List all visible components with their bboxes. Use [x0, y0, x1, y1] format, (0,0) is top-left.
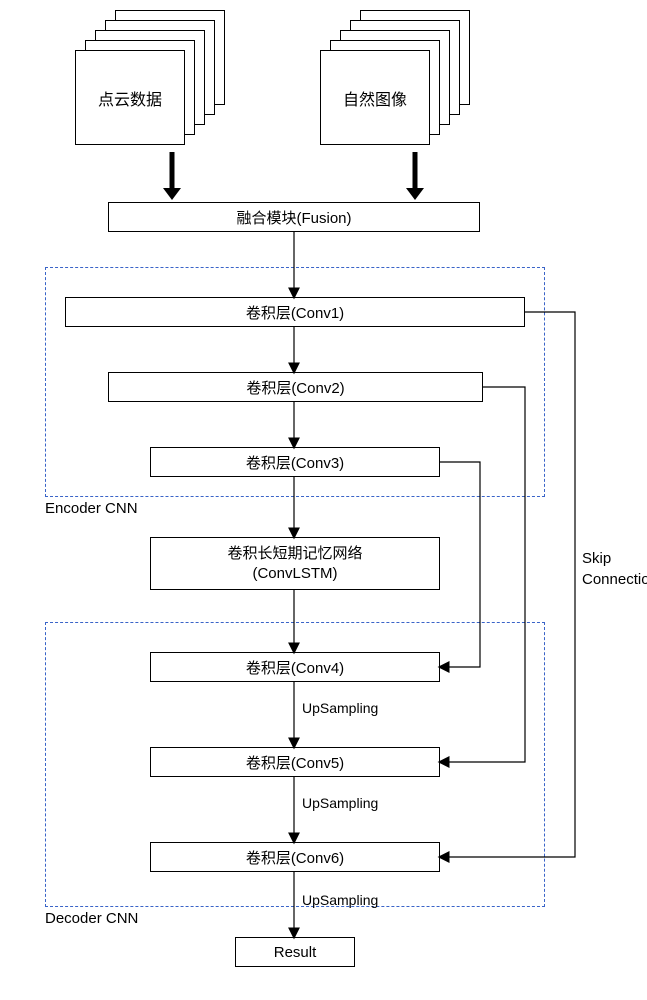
conv5-label: 卷积层(Conv5)	[246, 752, 344, 773]
upsample-label-2: UpSampling	[302, 795, 378, 811]
conv4-label: 卷积层(Conv4)	[246, 657, 344, 678]
conv6-node: 卷积层(Conv6)	[150, 842, 440, 872]
conv1-node: 卷积层(Conv1)	[65, 297, 525, 327]
conv3-label: 卷积层(Conv3)	[246, 452, 344, 473]
result-node: Result	[235, 937, 355, 967]
image-stack-card: 自然图像	[320, 50, 430, 145]
arrowhead-stack-right	[406, 188, 424, 200]
skip-label-2: Connection	[582, 569, 647, 590]
conv6-label: 卷积层(Conv6)	[246, 847, 344, 868]
skip-label: Skip Connection	[582, 548, 647, 590]
fusion-label: 融合模块(Fusion)	[236, 207, 351, 228]
pointcloud-stack-label: 点云数据	[98, 86, 162, 110]
result-label: Result	[274, 944, 317, 961]
skip-label-1: Skip	[582, 548, 647, 569]
conv2-node: 卷积层(Conv2)	[108, 372, 483, 402]
conv1-label: 卷积层(Conv1)	[246, 302, 344, 323]
conv2-label: 卷积层(Conv2)	[246, 377, 344, 398]
conv3-node: 卷积层(Conv3)	[150, 447, 440, 477]
pointcloud-stack-card: 点云数据	[75, 50, 185, 145]
conv4-node: 卷积层(Conv4)	[150, 652, 440, 682]
image-stack-label: 自然图像	[343, 86, 407, 110]
conv5-node: 卷积层(Conv5)	[150, 747, 440, 777]
decoder-label: Decoder CNN	[45, 910, 138, 927]
convlstm-node: 卷积长短期记忆网络 (ConvLSTM)	[150, 537, 440, 590]
convlstm-label-1: 卷积长短期记忆网络	[227, 544, 362, 564]
arrowhead-stack-left	[163, 188, 181, 200]
upsample-label-3: UpSampling	[302, 892, 378, 908]
upsample-label-1: UpSampling	[302, 700, 378, 716]
diagram-canvas: 点云数据 自然图像 融合模块(Fusion) 卷积层(Conv1) 卷积层(Co…	[0, 0, 647, 1000]
fusion-node: 融合模块(Fusion)	[108, 202, 480, 232]
convlstm-label-2: (ConvLSTM)	[252, 564, 337, 584]
encoder-label: Encoder CNN	[45, 500, 138, 517]
